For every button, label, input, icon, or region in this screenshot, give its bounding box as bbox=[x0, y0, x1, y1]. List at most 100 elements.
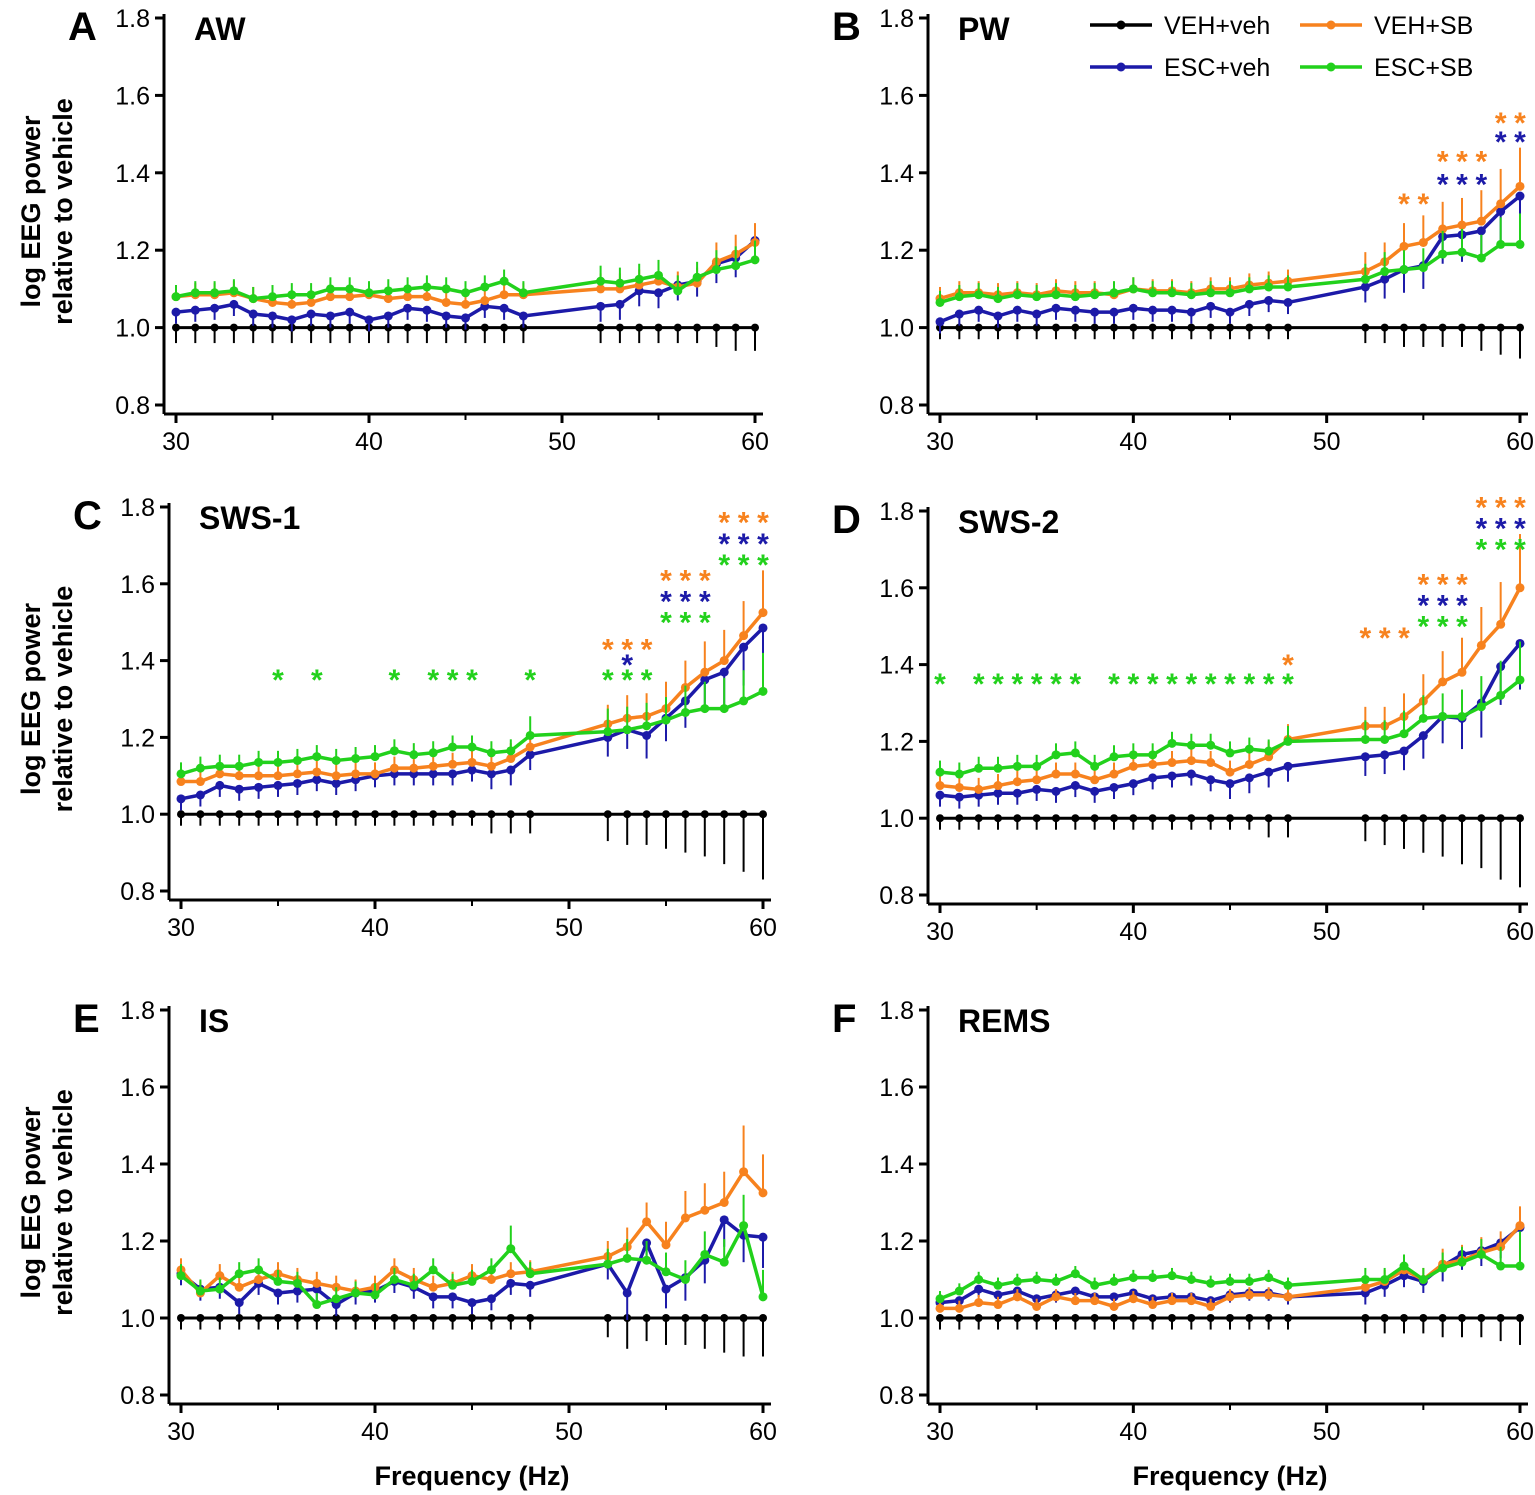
significance-star: * bbox=[718, 549, 730, 582]
data-point bbox=[506, 746, 516, 756]
y-tick-label: 0.8 bbox=[879, 1382, 914, 1410]
data-point bbox=[936, 814, 944, 823]
data-point bbox=[954, 1303, 964, 1313]
data-point bbox=[506, 1244, 516, 1254]
panel-letter: F bbox=[832, 997, 856, 1041]
data-point bbox=[1051, 769, 1061, 779]
data-point bbox=[1148, 305, 1158, 315]
series-escveh bbox=[935, 191, 1525, 334]
data-point bbox=[1380, 1314, 1389, 1322]
data-point bbox=[1012, 1292, 1022, 1302]
data-point bbox=[758, 686, 768, 696]
significance-star: * bbox=[1398, 622, 1410, 655]
legend-swatch-marker bbox=[1116, 20, 1126, 30]
data-point bbox=[1109, 1292, 1119, 1302]
series-line bbox=[179, 1218, 764, 1307]
data-point bbox=[403, 292, 413, 302]
data-point bbox=[1128, 1273, 1138, 1283]
data-point bbox=[1109, 288, 1119, 298]
data-point bbox=[351, 1288, 361, 1298]
data-point bbox=[1167, 1271, 1177, 1281]
data-point bbox=[692, 272, 702, 282]
data-point bbox=[1128, 750, 1138, 760]
data-point bbox=[1264, 296, 1274, 306]
y-tick-label: 1.0 bbox=[879, 805, 914, 833]
data-point bbox=[1245, 814, 1254, 823]
significance-star: * bbox=[1166, 668, 1178, 701]
data-point bbox=[974, 1314, 983, 1322]
significance-star: * bbox=[699, 585, 711, 618]
data-point bbox=[1206, 301, 1216, 311]
data-point bbox=[1496, 619, 1506, 629]
significance-star: * bbox=[1514, 513, 1526, 546]
significance-star: * bbox=[1263, 668, 1275, 701]
data-point bbox=[673, 286, 683, 296]
data-point bbox=[428, 1292, 438, 1302]
x-tick-label: 50 bbox=[548, 428, 576, 456]
data-point bbox=[468, 810, 476, 819]
significance-star: * bbox=[738, 549, 750, 582]
data-point bbox=[1225, 1292, 1235, 1302]
data-point bbox=[448, 810, 457, 819]
significance-star: * bbox=[1475, 513, 1487, 546]
x-tick-label: 40 bbox=[1119, 918, 1147, 946]
data-point bbox=[739, 631, 749, 641]
data-point bbox=[1438, 1314, 1447, 1322]
data-point bbox=[1090, 307, 1100, 317]
data-point bbox=[1264, 323, 1273, 332]
panel-c: 0.8 1.0 1.2 1.4 1.6 1.8 30 40 50 60 C SWS-1 log EEG … bbox=[16, 494, 777, 942]
data-point bbox=[719, 1257, 729, 1267]
data-point bbox=[171, 307, 181, 317]
data-point bbox=[1110, 323, 1118, 332]
data-point bbox=[719, 1198, 729, 1207]
data-point bbox=[525, 730, 535, 740]
data-point bbox=[758, 1292, 768, 1302]
data-point bbox=[506, 810, 515, 819]
data-point bbox=[1012, 305, 1022, 315]
data-point bbox=[428, 769, 438, 779]
data-point bbox=[955, 814, 964, 823]
significance-star: * bbox=[1456, 589, 1468, 622]
data-point bbox=[1496, 323, 1505, 332]
y-tick-label: 1.2 bbox=[879, 728, 914, 756]
data-point bbox=[409, 763, 419, 773]
data-point bbox=[1477, 1314, 1486, 1322]
data-point bbox=[994, 814, 1002, 823]
data-point bbox=[429, 1314, 438, 1322]
data-point bbox=[422, 282, 432, 292]
data-point bbox=[731, 323, 740, 332]
y-tick-label: 0.8 bbox=[879, 882, 914, 910]
data-point bbox=[268, 292, 277, 302]
series-escsb bbox=[176, 1194, 768, 1310]
data-point bbox=[332, 810, 341, 819]
data-point bbox=[1186, 1296, 1196, 1306]
significance-star: * bbox=[427, 664, 439, 697]
data-point bbox=[467, 765, 477, 775]
data-point bbox=[307, 323, 316, 332]
data-point bbox=[1052, 814, 1060, 823]
data-point bbox=[1244, 299, 1254, 309]
data-point bbox=[1515, 1221, 1525, 1231]
x-tick-label: 50 bbox=[1313, 428, 1341, 456]
data-point bbox=[1186, 307, 1196, 317]
data-point bbox=[1206, 740, 1216, 750]
significance-star: * bbox=[1359, 622, 1371, 655]
series-veh-veh bbox=[936, 1314, 1524, 1345]
data-point bbox=[1226, 1314, 1234, 1322]
data-point bbox=[486, 769, 496, 779]
data-point bbox=[461, 299, 470, 309]
data-point bbox=[467, 1276, 477, 1286]
data-point bbox=[1419, 814, 1428, 823]
data-point bbox=[1283, 736, 1293, 746]
data-point bbox=[1128, 761, 1138, 771]
significance-star: * bbox=[1282, 668, 1294, 701]
data-point bbox=[468, 1314, 476, 1322]
data-point bbox=[719, 704, 729, 714]
data-point bbox=[1070, 1286, 1080, 1296]
data-point bbox=[1399, 746, 1409, 756]
data-point bbox=[1186, 756, 1196, 766]
data-point bbox=[306, 309, 316, 319]
significance-star: * bbox=[1417, 188, 1429, 221]
data-point bbox=[680, 707, 690, 717]
x-tick-label: 30 bbox=[162, 428, 190, 456]
